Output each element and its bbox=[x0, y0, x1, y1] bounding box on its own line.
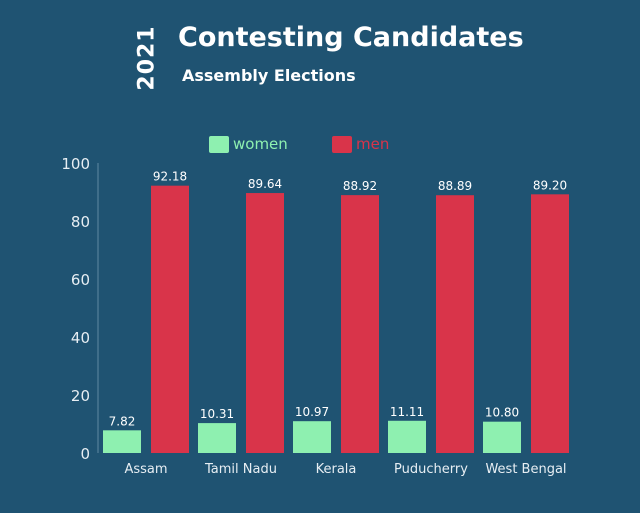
bar-women bbox=[388, 420, 426, 453]
y-tick-label: 80 bbox=[71, 213, 90, 231]
data-label: 11.11 bbox=[390, 405, 424, 419]
data-label: 92.18 bbox=[153, 170, 187, 184]
bar-men bbox=[246, 193, 284, 453]
bar-women bbox=[198, 423, 236, 453]
data-label: 89.64 bbox=[248, 177, 282, 191]
x-tick-label: Puducherry bbox=[394, 462, 468, 477]
data-label: 89.20 bbox=[533, 178, 567, 192]
y-tick-label: 20 bbox=[71, 387, 90, 405]
data-label: 10.31 bbox=[200, 407, 234, 421]
chart-title: Contesting Candidates bbox=[178, 22, 524, 53]
bar-women bbox=[293, 421, 331, 453]
legend-men: men bbox=[332, 135, 389, 153]
bar-men bbox=[151, 185, 189, 454]
y-tick-label: 100 bbox=[61, 155, 90, 173]
data-label: 10.80 bbox=[485, 406, 519, 420]
legend-label-men: men bbox=[356, 135, 390, 153]
x-tick-label: Tamil Nadu bbox=[204, 462, 277, 477]
legend-women: women bbox=[209, 135, 288, 153]
y-tick-label: 40 bbox=[71, 329, 90, 347]
legend-swatch-men bbox=[332, 135, 352, 153]
legend-label-women: women bbox=[233, 135, 288, 153]
data-label: 7.82 bbox=[109, 414, 136, 428]
y-tick-label: 60 bbox=[71, 271, 90, 289]
chart-subtitle: Assembly Elections bbox=[182, 66, 356, 85]
bar-women bbox=[103, 430, 141, 453]
x-tick-label: Assam bbox=[124, 462, 167, 477]
data-label: 88.92 bbox=[343, 179, 377, 193]
bar-men bbox=[531, 194, 569, 453]
bar-men bbox=[436, 195, 474, 453]
data-label: 88.89 bbox=[438, 179, 472, 193]
bar-men bbox=[341, 195, 379, 453]
data-label: 10.97 bbox=[295, 405, 329, 419]
x-tick-label: West Bengal bbox=[485, 462, 566, 477]
x-tick-label: Kerala bbox=[316, 462, 357, 477]
legend-swatch-women bbox=[209, 135, 229, 153]
y-tick-label: 0 bbox=[80, 445, 90, 463]
bar-women bbox=[483, 421, 521, 453]
